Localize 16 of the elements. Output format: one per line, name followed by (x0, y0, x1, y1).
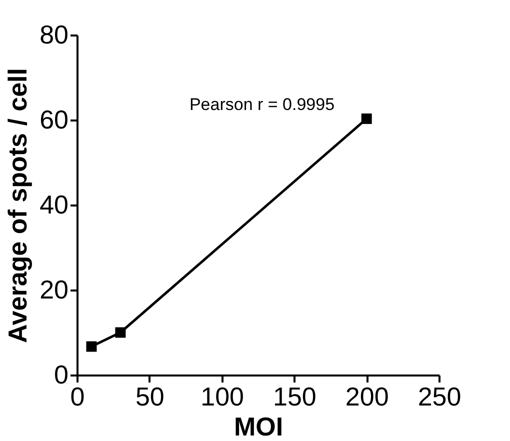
y-tick-label: 40 (40, 190, 68, 220)
y-axis-title: Average of spots / cell (2, 68, 33, 344)
x-tick-label: 50 (135, 382, 164, 412)
x-tick-label: 100 (200, 382, 244, 412)
annotation: Pearson r = 0.9995 (189, 95, 335, 114)
point (115, 327, 126, 338)
x-tick-label: 150 (273, 382, 316, 412)
y-tick-label: 80 (40, 20, 68, 50)
point (86, 341, 97, 352)
y-tick-label: 0 (54, 360, 68, 390)
x-tick-label: 250 (418, 382, 462, 412)
x-axis-title: MOI (234, 412, 284, 441)
point (361, 113, 372, 124)
x-tick-label: 200 (345, 382, 389, 412)
y-tick-label: 20 (40, 274, 68, 304)
y-tick-label: 60 (40, 104, 68, 134)
